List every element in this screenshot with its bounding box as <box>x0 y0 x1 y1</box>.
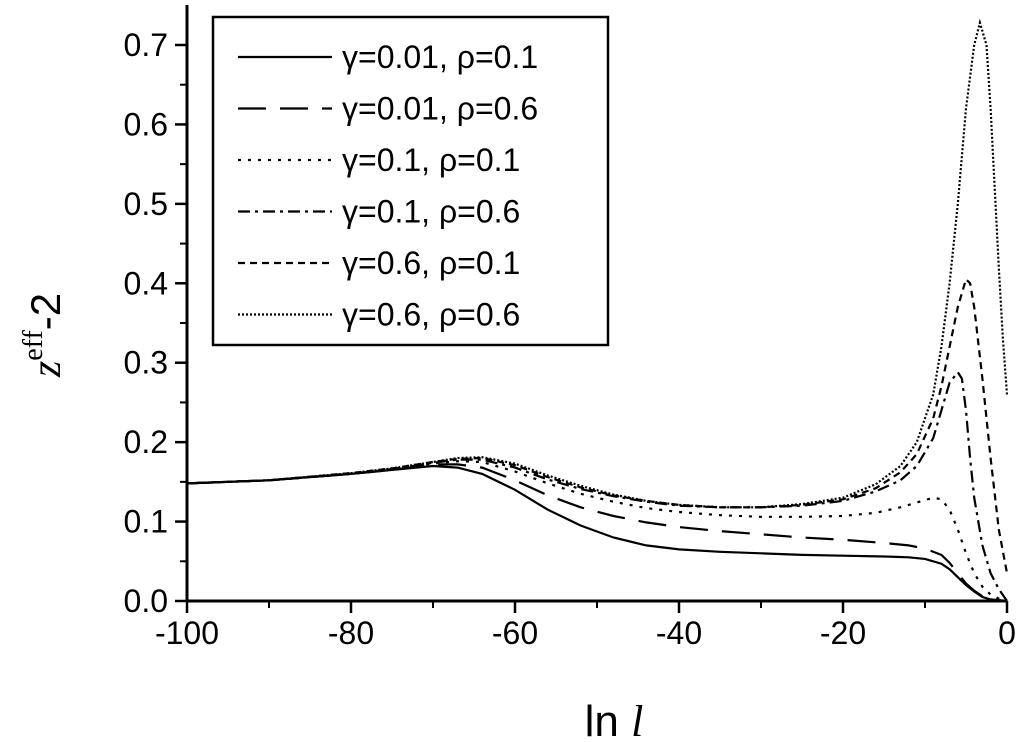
y-tick-label: 0.1 <box>124 504 168 540</box>
series-line-4 <box>186 370 1008 602</box>
y-tick-label: 0.2 <box>124 424 168 460</box>
legend-label-1: γ=0.01, ρ=0.1 <box>342 39 538 75</box>
series-line-2 <box>186 463 1008 603</box>
series-line-6 <box>186 18 1009 509</box>
legend: γ=0.01, ρ=0.1 γ=0.01, ρ=0.6 γ=0.1, ρ=0.1 γ=… <box>211 15 610 347</box>
y-tick-label: 0.0 <box>124 583 168 619</box>
x-axis-title: ln l <box>585 697 644 742</box>
axes: -100 -80 -60 -40 -20 0 0.0 0.1 0.2 0.3 0.4 0.5 0.6 0.… <box>18 5 1016 742</box>
y-tick-label: 0.3 <box>124 345 168 381</box>
y-tick-label: 0.7 <box>124 27 168 63</box>
x-tick-label: -20 <box>820 615 866 651</box>
x-tick-label: -100 <box>155 615 219 651</box>
legend-label-3: γ=0.1, ρ=0.1 <box>342 142 520 178</box>
x-tick-label: -80 <box>328 615 374 651</box>
x-tick-label: -40 <box>656 615 702 651</box>
legend-label-2: γ=0.01, ρ=0.6 <box>342 91 538 127</box>
y-tick-label: 0.5 <box>124 186 168 222</box>
y-tick-label: 0.4 <box>124 265 168 301</box>
legend-label-4: γ=0.1, ρ=0.6 <box>342 194 520 230</box>
legend-box <box>211 15 610 347</box>
y-axis-title: zeff-2 <box>18 293 70 378</box>
x-tick-label: -60 <box>492 615 538 651</box>
series-line-3 <box>186 460 1008 602</box>
x-tick-label: 0 <box>998 615 1016 651</box>
plot-area <box>186 18 1009 603</box>
series-line-5 <box>186 277 1009 574</box>
series-line-1 <box>186 464 1008 603</box>
y-tick-label: 0.6 <box>124 106 168 142</box>
legend-label-6: γ=0.6, ρ=0.6 <box>342 297 520 333</box>
legend-label-5: γ=0.6, ρ=0.1 <box>342 245 520 281</box>
